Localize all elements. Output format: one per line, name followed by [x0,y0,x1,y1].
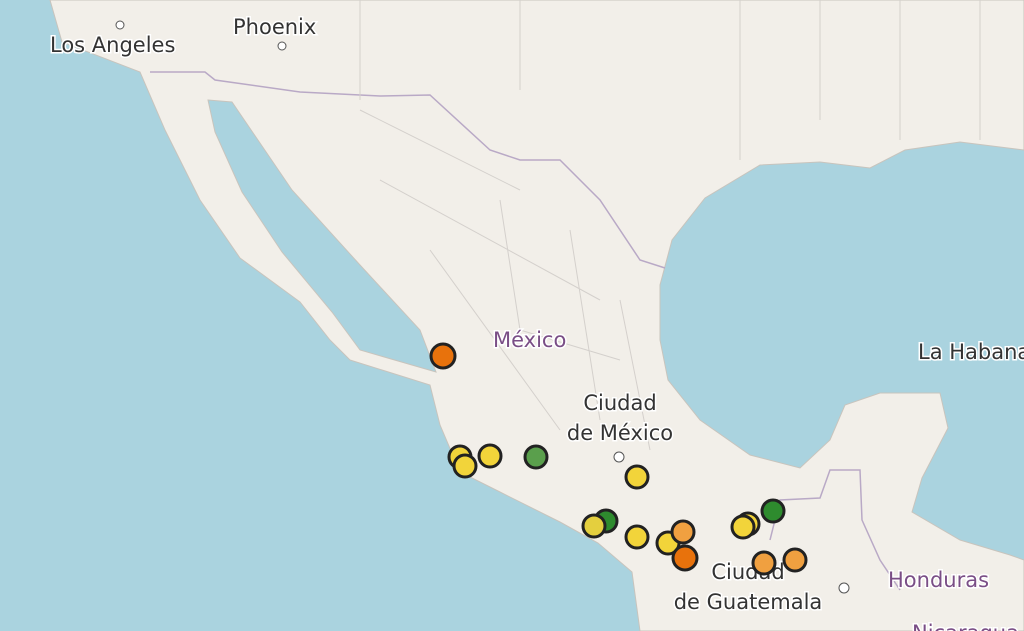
marker[interactable] [429,342,457,370]
marker[interactable] [624,464,650,490]
gulf-of-california [207,99,437,373]
marker[interactable] [671,544,699,572]
marker[interactable] [760,498,786,524]
city-dot [277,41,287,51]
marker[interactable] [751,550,777,576]
guatemala-border [769,469,901,591]
land [49,0,1024,631]
marker[interactable] [730,514,756,540]
place-label: Los Angeles [50,33,175,57]
marker[interactable] [477,443,503,469]
place-label: de México [567,421,673,445]
markers [429,342,808,576]
us-mexico-border [150,71,666,269]
place-label: Phoenix [233,15,316,39]
marker[interactable] [452,453,478,479]
state-lines [359,0,981,451]
marker[interactable] [624,524,650,550]
place-label: La Habana [918,340,1024,364]
marker[interactable] [523,444,549,470]
place-label: Ciudad [583,391,656,415]
marker[interactable] [782,547,808,573]
country-label: México [493,328,566,352]
country-label: Nicaragua [912,621,1019,631]
city-dot [115,20,125,30]
place-label: de Guatemala [674,590,823,614]
marker[interactable] [670,519,696,545]
city-dot [613,451,625,463]
marker[interactable] [581,513,607,539]
country-label: Honduras [888,568,989,592]
city-dot [838,582,850,594]
